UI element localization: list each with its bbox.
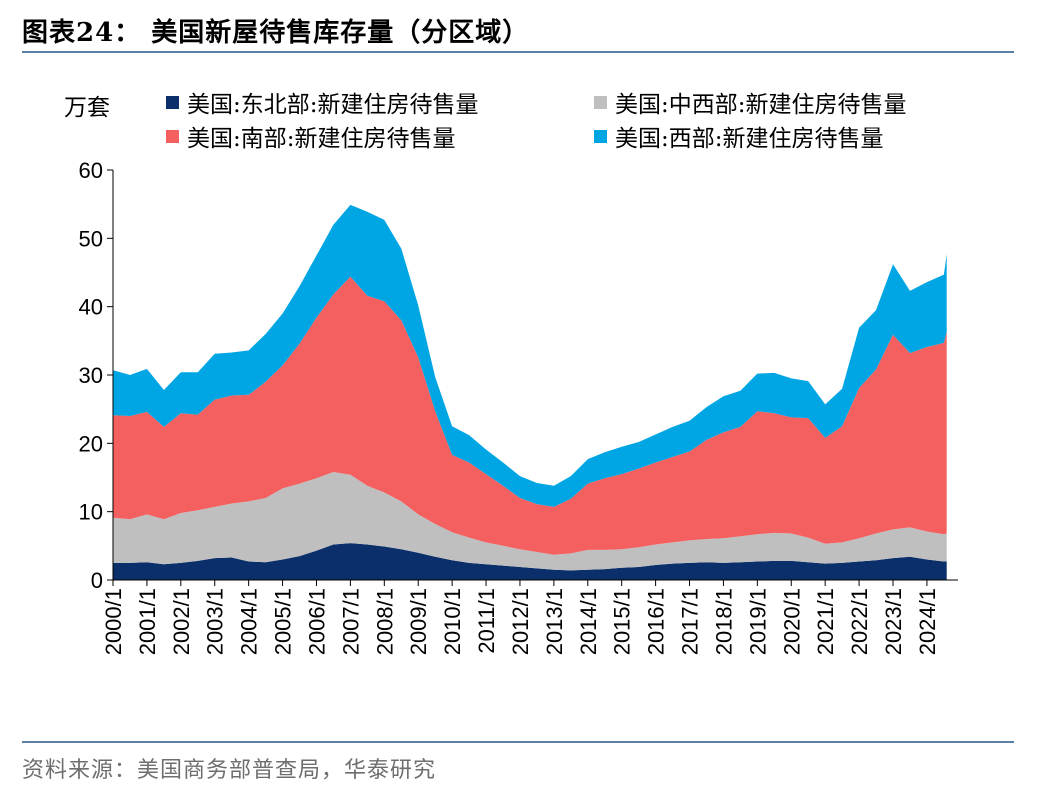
x-tick-label: 2019/1 — [745, 588, 770, 655]
stacked-area-chart: 0 10 20 30 40 50 60 2000/1 2001/1 2002/1 2003/1 200… — [79, 158, 958, 655]
legend-label-south: 美国:南部:新建住房待售量 — [187, 126, 456, 152]
x-tick-label: 2012/1 — [508, 588, 533, 655]
x-tick-label: 2001/1 — [135, 588, 160, 655]
x-tick-label: 2024/1 — [915, 588, 940, 655]
x-tick-label: 2009/1 — [406, 588, 431, 655]
x-tick-label: 2021/1 — [813, 588, 838, 655]
legend-item-south: 美国:南部:新建住房待售量 — [166, 120, 456, 152]
y-tick-label: 0 — [91, 568, 103, 593]
y-tick-label: 30 — [79, 363, 103, 388]
x-tick-label: 2011/1 — [474, 588, 499, 654]
x-tick-label: 2015/1 — [610, 588, 635, 655]
y-tick-label: 10 — [79, 500, 103, 525]
y-tick-label: 50 — [79, 226, 103, 251]
x-tick-label: 2007/1 — [338, 588, 363, 655]
bottom-rule — [22, 741, 1014, 743]
legend-swatch-south — [166, 129, 179, 143]
x-tick-label: 2008/1 — [372, 588, 397, 655]
area-series-2 — [113, 472, 947, 571]
x-tick-label: 2004/1 — [237, 588, 262, 655]
x-tick-label: 2016/1 — [644, 588, 669, 655]
x-tick-label: 2022/1 — [847, 588, 872, 655]
x-tick-label: 2006/1 — [305, 588, 330, 655]
x-tick-label: 2005/1 — [271, 588, 296, 655]
legend-swatch-west — [594, 129, 607, 143]
legend-item-northeast: 美国:东北部:新建住房待售量 — [166, 86, 479, 118]
area-series-4 — [113, 204, 947, 507]
x-tick-label: 2010/1 — [440, 588, 465, 655]
source-note: 资料来源：美国商务部普查局，华泰研究 — [22, 758, 437, 783]
legend-label-west: 美国:西部:新建住房待售量 — [615, 126, 884, 152]
legend-swatch-northeast — [166, 95, 179, 109]
area-series-1 — [113, 543, 947, 580]
y-tick-label: 20 — [79, 431, 103, 456]
x-tick-label: 2018/1 — [711, 588, 736, 655]
x-tick-label: 2003/1 — [203, 588, 228, 655]
y-tick-label: 60 — [79, 158, 103, 183]
x-tick-label: 2023/1 — [881, 588, 906, 655]
x-tick-label: 2000/1 — [101, 588, 126, 655]
legend-label-midwest: 美国:中西部:新建住房待售量 — [615, 92, 907, 118]
y-tick-label: 40 — [79, 295, 103, 320]
x-tick-label: 2017/1 — [678, 588, 703, 655]
top-rule — [22, 51, 1014, 53]
x-tick-label: 2002/1 — [169, 588, 194, 655]
legend-swatch-midwest — [594, 95, 607, 109]
x-tick-label: 2014/1 — [576, 588, 601, 655]
y-unit-label: 万套 — [64, 95, 110, 121]
legend-item-west: 美国:西部:新建住房待售量 — [594, 120, 884, 152]
x-tick-label: 2020/1 — [779, 588, 804, 655]
legend-label-northeast: 美国:东北部:新建住房待售量 — [187, 92, 479, 118]
figure-title: 图表24： 美国新屋待售库存量（分区域） — [22, 18, 530, 48]
x-tick-label: 2013/1 — [542, 588, 567, 655]
legend-item-midwest: 美国:中西部:新建住房待售量 — [594, 86, 907, 118]
area-series-3 — [113, 276, 947, 555]
